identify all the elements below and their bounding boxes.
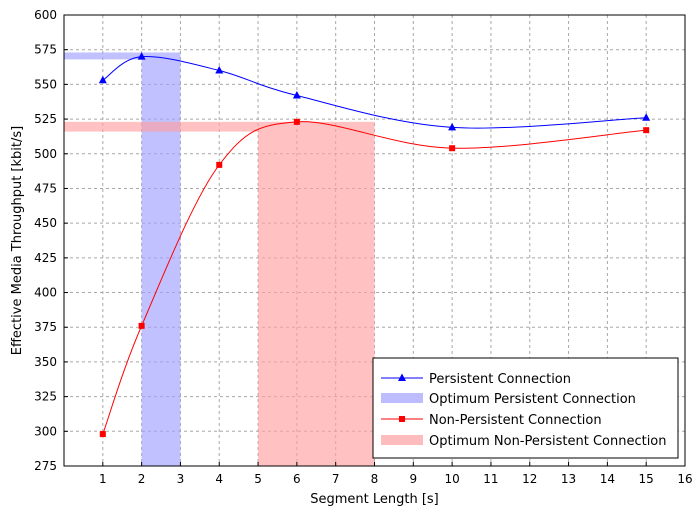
y-tick-label: 525 bbox=[34, 112, 57, 126]
y-tick-label: 425 bbox=[34, 251, 57, 265]
non-persistent-data-point bbox=[216, 161, 223, 168]
axis-ticks: 1 2 3 4 5 6 7 8 9 10 11 12 13 14 15 1627530032535037540… bbox=[34, 8, 693, 486]
optimum-persistent-band bbox=[64, 52, 142, 60]
legend-persistent-marker bbox=[398, 373, 406, 381]
persistent-data-point bbox=[448, 122, 457, 131]
optimum-regions bbox=[64, 52, 375, 467]
persistent-data-point bbox=[292, 90, 301, 99]
x-tick-label: 16 bbox=[677, 472, 692, 486]
x-tick-label: 9 bbox=[409, 472, 417, 486]
x-tick-label: 3 bbox=[177, 472, 185, 486]
x-tick-label: 11 bbox=[483, 472, 498, 486]
x-tick-label: 6 bbox=[293, 472, 301, 486]
x-tick-label: 14 bbox=[600, 472, 615, 486]
non-persistent-data-point bbox=[643, 127, 650, 134]
legend-non-persistent-marker bbox=[399, 416, 405, 422]
optimum-persistent-range bbox=[141, 52, 181, 467]
legend-non-persistent-label: Non-Persistent Connection bbox=[429, 413, 602, 428]
y-tick-label: 400 bbox=[34, 286, 57, 300]
persistent-data-point bbox=[215, 66, 224, 74]
non-persistent-data-point bbox=[99, 431, 106, 438]
non-persistent-data-point bbox=[138, 322, 145, 329]
y-tick-label: 550 bbox=[34, 77, 57, 91]
legend-optimum-non-persistent-swatch bbox=[381, 435, 423, 445]
x-tick-label: 4 bbox=[215, 472, 223, 486]
x-tick-label: 10 bbox=[444, 472, 459, 486]
y-tick-label: 300 bbox=[34, 424, 57, 438]
legend-optimum-persistent-swatch bbox=[381, 393, 423, 403]
x-axis-label: Segment Length [s] bbox=[310, 492, 439, 507]
non-persistent-data-point bbox=[293, 118, 300, 125]
persistent-data-point bbox=[98, 75, 107, 84]
x-tick-label: 12 bbox=[522, 472, 537, 486]
x-tick-label: 2 bbox=[138, 472, 146, 486]
legend-optimum-persistent-label: Optimum Persistent Connection bbox=[429, 392, 636, 407]
y-tick-label: 375 bbox=[34, 320, 57, 334]
y-axis-label: Effective Media Throughput [kbit/s] bbox=[10, 126, 25, 355]
x-tick-label: 13 bbox=[561, 472, 576, 486]
y-tick-label: 350 bbox=[34, 355, 57, 369]
legend-persistent-label: Persistent Connection bbox=[429, 372, 571, 387]
legend-optimum-non-persistent-label: Optimum Non-Persistent Connection bbox=[429, 434, 667, 449]
x-tick-label: 15 bbox=[639, 472, 654, 486]
y-tick-label: 275 bbox=[34, 459, 57, 473]
persistent-data-point bbox=[642, 113, 651, 121]
y-tick-label: 325 bbox=[34, 390, 57, 404]
y-tick-label: 475 bbox=[34, 181, 57, 195]
persistent-data-point bbox=[137, 52, 146, 60]
series-markers bbox=[98, 52, 651, 438]
x-tick-label: 1 bbox=[99, 472, 107, 486]
x-tick-label: 5 bbox=[254, 472, 262, 486]
x-tick-label: 7 bbox=[332, 472, 340, 486]
y-tick-label: 600 bbox=[34, 8, 57, 22]
y-tick-label: 500 bbox=[34, 147, 57, 161]
y-tick-label: 575 bbox=[34, 43, 57, 57]
legend-box bbox=[372, 357, 679, 459]
legend: Persistent Connection Optimum Persistent… bbox=[372, 357, 679, 459]
y-tick-label: 450 bbox=[34, 216, 57, 230]
optimum-non-persistent-range bbox=[258, 121, 375, 467]
x-tick-label: 8 bbox=[371, 472, 379, 486]
non-persistent-data-point bbox=[449, 145, 456, 152]
optimum-non-persistent-band bbox=[64, 121, 259, 132]
